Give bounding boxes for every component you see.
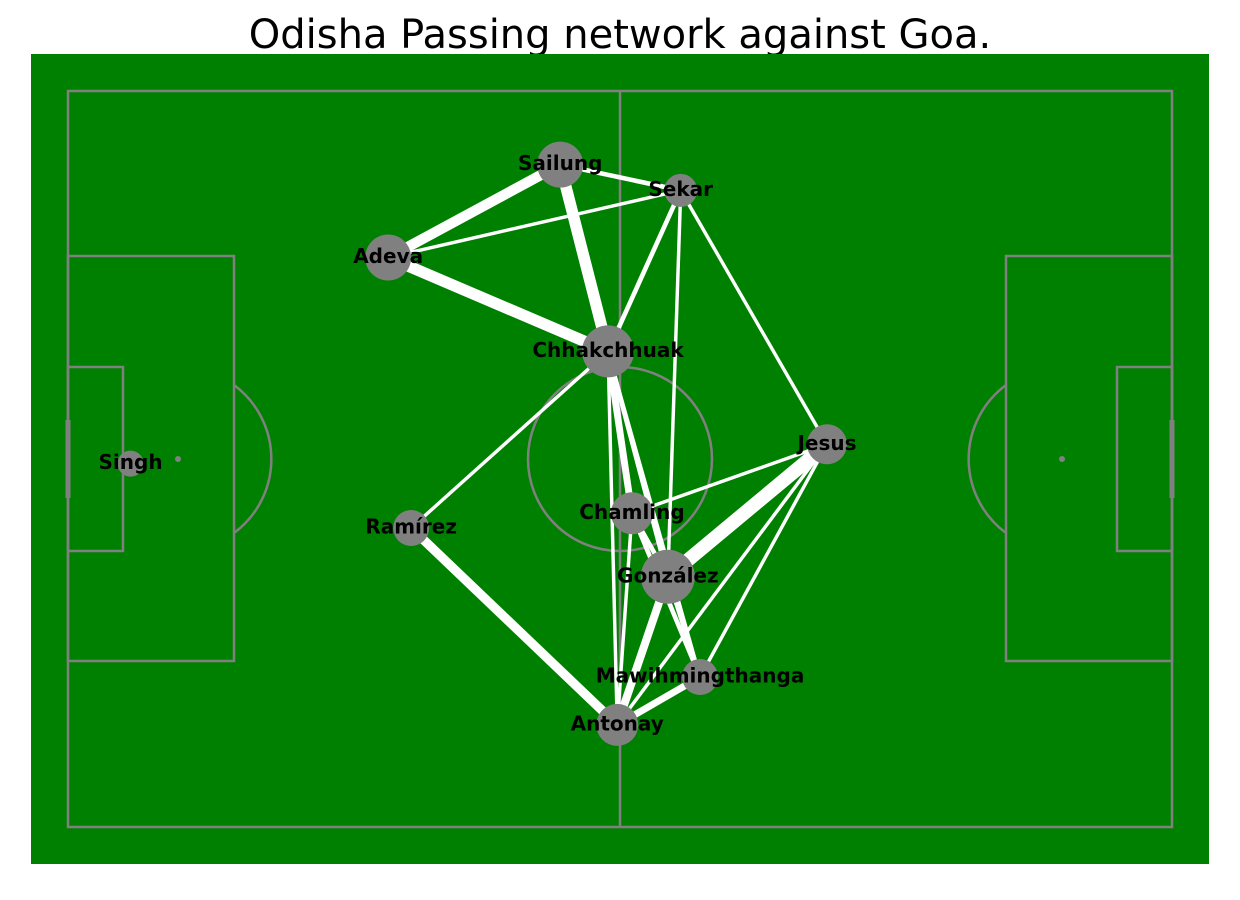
pass-edge-jesus-antonay xyxy=(615,443,829,726)
player-labels: Sailung Sekar Adeva Chhakchhuak Jesus Singh Ch… xyxy=(99,151,857,735)
pass-edge-ramirez-antonay xyxy=(407,524,621,729)
player-label-singh: Singh xyxy=(99,450,163,474)
player-label-gonzalez: González xyxy=(617,563,719,587)
player-label-chamling: Chamling xyxy=(579,500,685,524)
player-label-adeva: Adeva xyxy=(353,244,423,268)
player-node-antonay xyxy=(596,703,639,746)
pass-edge-jesus-chamling xyxy=(631,442,828,515)
player-node-chamling xyxy=(610,492,653,535)
pass-edge-chamling-antonay xyxy=(615,513,634,725)
penalty-spots xyxy=(175,456,1065,462)
player-label-chhakchhuak: Chhakchhuak xyxy=(532,338,684,362)
pass-edge-adeva-chhakchhuak xyxy=(385,252,611,357)
pass-edge-chhakchhuak-chamling xyxy=(604,350,636,514)
player-node-sailung xyxy=(537,141,584,188)
pass-edge-adeva-sekar xyxy=(387,188,682,260)
player-node-singh xyxy=(117,450,144,477)
pass-edge-chhakchhuak-ramirez xyxy=(410,350,610,530)
player-node-jesus xyxy=(807,424,847,465)
pass-edge-sailung-adeva xyxy=(385,160,563,263)
pass-edge-jesus-mawihmingthanga xyxy=(698,443,829,678)
left-penalty-arc xyxy=(233,383,273,535)
player-node-adeva xyxy=(365,234,412,281)
pass-edge-sekar-chhakchhuak xyxy=(605,189,683,353)
right-penalty-arc xyxy=(967,383,1007,535)
pass-edge-sailung-chhakchhuak xyxy=(554,163,614,353)
player-label-antonay: Antonay xyxy=(571,711,664,735)
player-node-sekar xyxy=(664,173,698,207)
pass-edge-sekar-jesus xyxy=(679,189,829,446)
player-label-mawihmingthanga: Mawihmingthanga xyxy=(596,664,805,688)
player-label-ramirez: Ramírez xyxy=(365,515,457,539)
pass-edge-chhakchhuak-antonay xyxy=(606,351,619,725)
left-penalty-spot xyxy=(175,456,181,462)
player-label-sekar: Sekar xyxy=(648,177,713,201)
pitch-markings xyxy=(65,89,1175,829)
pass-edges xyxy=(385,160,832,729)
player-node-chhakchhuak xyxy=(582,325,635,378)
player-nodes xyxy=(117,141,847,746)
pass-edge-jesus-gonzalez xyxy=(663,438,832,583)
player-node-ramirez xyxy=(393,510,430,546)
pass-edge-sekar-gonzalez xyxy=(666,190,683,577)
player-label-sailung: Sailung xyxy=(518,151,602,175)
chart-title: Odisha Passing network against Goa. xyxy=(248,12,992,58)
right-penalty-spot xyxy=(1059,456,1065,462)
player-node-gonzalez xyxy=(640,549,695,604)
player-node-mawihmingthanga xyxy=(682,659,719,696)
player-label-jesus: Jesus xyxy=(795,431,856,455)
